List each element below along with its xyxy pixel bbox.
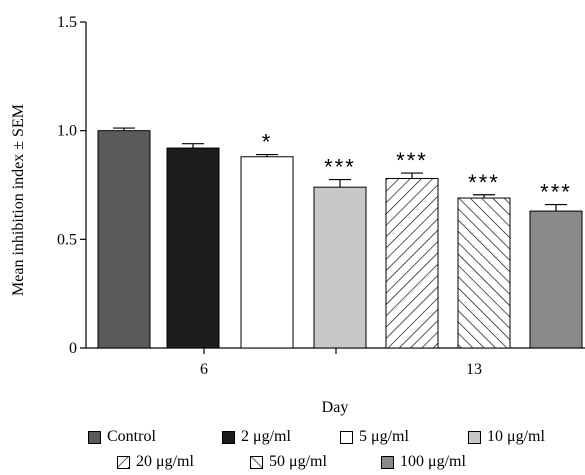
significance-marker: *** (396, 148, 428, 173)
legend-swatch-5ug (340, 431, 353, 444)
bar-10-g-ml (313, 186, 367, 349)
significance-marker: *** (468, 170, 500, 195)
legend-swatch-2ug (222, 431, 235, 444)
x-axis-label: Day (322, 399, 349, 416)
y-axis-label: Mean inhibition index ± SEM (10, 104, 27, 296)
legend-swatch-10ug (468, 431, 481, 444)
legend-label: 2 μg/ml (241, 428, 291, 445)
y-tick-label: 0.5 (57, 231, 77, 248)
legend-swatch-100ug (381, 456, 394, 469)
y-tick-label: 0 (69, 340, 77, 357)
bars: **** ****** *** (97, 127, 583, 349)
bar-chart: 00.51.01.56 13 **** ****** *** Mean inhibit… (10, 14, 585, 416)
x-tick-label: 13 (466, 361, 482, 378)
legend-label: 50 μg/ml (269, 453, 327, 470)
y-tick-label: 1.0 (57, 123, 77, 140)
bar-5-g-ml (240, 156, 294, 349)
legend-swatch-20ug (117, 456, 130, 469)
significance-marker: *** (324, 155, 356, 180)
legend-swatch-control (88, 431, 101, 444)
bar-2-g-ml (166, 147, 220, 349)
legend-label: Control (107, 428, 156, 445)
significance-marker: * (262, 130, 273, 155)
bar-control (97, 130, 151, 349)
legend-label: 20 μg/ml (136, 453, 194, 470)
bar-20-g-ml (385, 177, 439, 349)
x-tick-label: 6 (200, 361, 208, 378)
bar-100-g-ml (529, 210, 583, 349)
significance-marker: *** (540, 180, 572, 205)
bar-50-g-ml (457, 197, 511, 349)
legend-swatch-50ug (250, 456, 263, 469)
legend-label: 5 μg/ml (359, 428, 409, 445)
legend-row-2: 20 μg/ml 50 μg/ml 100 μg/ml (0, 452, 585, 472)
legend-row-1: Control 2 μg/ml 5 μg/ml 10 μg/ml (0, 427, 585, 447)
legend-label: 10 μg/ml (487, 428, 545, 445)
legend-label: 100 μg/ml (400, 453, 466, 470)
y-tick-label: 1.5 (57, 14, 77, 31)
